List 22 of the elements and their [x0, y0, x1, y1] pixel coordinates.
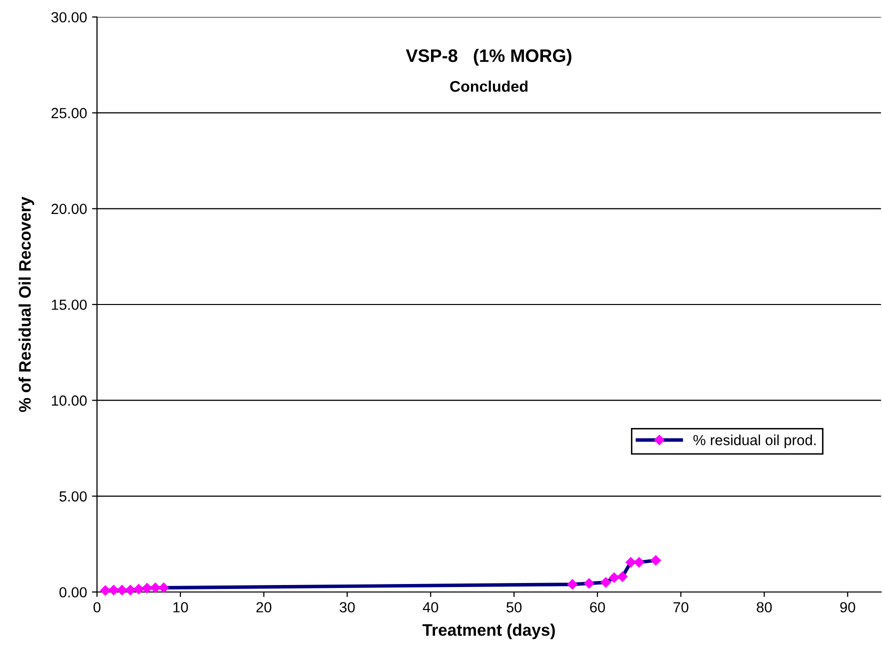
x-tick-label: 50 [506, 602, 522, 612]
x-tick-label: 80 [756, 602, 772, 612]
text: Concluded [450, 80, 528, 92]
text: VSP-8 (1% MORG) [406, 48, 572, 66]
y-tick-label: 25.00 [52, 108, 87, 118]
y-tick-label: 0.00 [59, 587, 87, 598]
x-tick-label: 10 [173, 602, 188, 612]
y-tick-label: 15.00 [52, 300, 87, 310]
x-tick-label: 90 [840, 602, 856, 612]
x-tick-label: 70 [673, 602, 688, 612]
x-axis-title: Treatment (days) [422, 624, 555, 640]
x-tick-label: 40 [422, 602, 438, 612]
y-tick-label: 30.00 [51, 12, 87, 22]
x-tick-label: 60 [590, 602, 605, 612]
y-tick-label: 10.00 [52, 395, 87, 406]
y-axis-title: % of Residual Oil Recovery [18, 196, 34, 412]
x-tick-label: 20 [256, 602, 272, 612]
legend-label: % residual oil prod. [693, 434, 816, 448]
y-tick-label: 5.00 [59, 491, 87, 502]
x-tick-label: 30 [340, 602, 355, 612]
y-tick-label: 20.00 [52, 204, 87, 214]
x-tick-label: 0 [94, 602, 100, 612]
